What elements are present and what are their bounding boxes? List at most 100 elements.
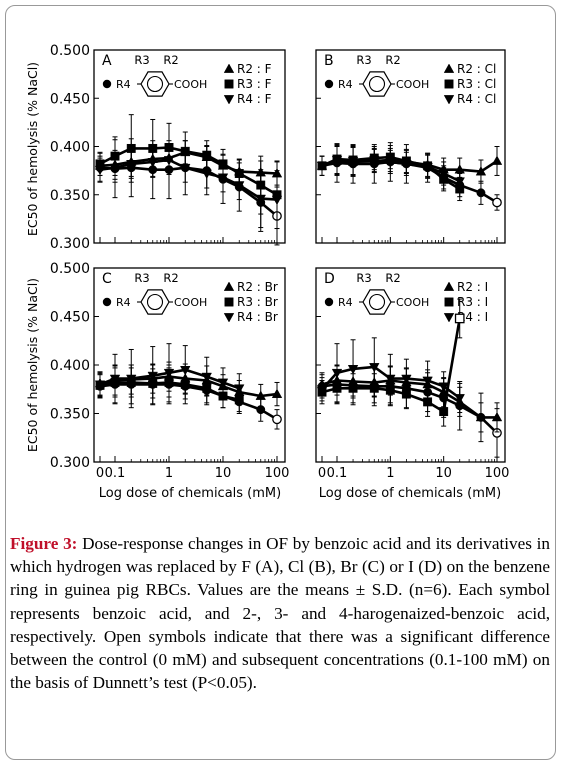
series-triangle-down xyxy=(316,145,465,194)
data-point xyxy=(217,173,229,183)
data-point xyxy=(109,374,121,385)
structure-r4-label: R4 xyxy=(338,78,353,91)
panel-label: A xyxy=(102,53,112,69)
data-point xyxy=(385,158,396,168)
legend-marker xyxy=(443,63,455,73)
data-point xyxy=(147,371,158,382)
data-point xyxy=(439,407,449,417)
legend-label: R3 : Br xyxy=(237,295,278,309)
data-point xyxy=(180,163,191,174)
data-point xyxy=(401,374,412,385)
x-tick-label: 0 xyxy=(96,466,104,481)
panel-label: C xyxy=(102,271,112,287)
data-point xyxy=(454,394,465,404)
benzene-ring-icon xyxy=(140,289,170,315)
y-tick-label: 0.400 xyxy=(50,358,90,374)
data-point xyxy=(331,156,343,166)
series-circle xyxy=(95,364,282,430)
data-point xyxy=(422,162,433,173)
data-point xyxy=(234,384,245,394)
structure-r2-label: R2 xyxy=(385,271,400,285)
panel-A: 0.300 0.350 0.400 0.450 0.500 A R3 R2 R4 COOH R2 :… xyxy=(50,43,286,252)
y-tick-label: 0.300 xyxy=(50,455,90,471)
y-tick-label: 0.300 xyxy=(50,236,90,252)
structure-cooh-label: COOH xyxy=(174,296,207,309)
y-axis-title: EC50 of hemolysis (% NaCl) xyxy=(25,62,40,236)
legend-marker xyxy=(443,95,455,105)
structure-r4-label: R4 xyxy=(116,296,131,309)
benzene-ring-icon xyxy=(362,71,392,97)
legend-label: R4 : F xyxy=(237,92,272,106)
legend-marker xyxy=(223,63,235,73)
structure-r3-label: R3 xyxy=(134,53,149,67)
data-point xyxy=(475,411,487,422)
data-point xyxy=(147,158,158,168)
data-point xyxy=(438,382,449,392)
y-axis-title: EC50 of hemolysis (% NaCl) xyxy=(25,278,40,452)
data-point xyxy=(316,385,328,395)
legend-marker xyxy=(224,79,234,89)
x-tick-label: 10 xyxy=(215,466,232,481)
legend-marker xyxy=(224,297,234,307)
series-circle xyxy=(317,142,502,211)
data-point xyxy=(438,169,449,180)
y-tick-label: 0.450 xyxy=(50,310,90,326)
x-tick-label: 0.1 xyxy=(327,466,348,481)
legend-marker xyxy=(223,95,235,105)
legend-benzoic-marker xyxy=(102,297,112,307)
data-point xyxy=(491,155,503,165)
x-tick-label: 0 xyxy=(318,466,326,481)
benzene-ring-icon xyxy=(362,289,392,315)
panel-label: B xyxy=(324,53,334,69)
data-point xyxy=(476,188,486,198)
structure-r4-label: R4 xyxy=(338,296,353,309)
legend-benzoic-marker xyxy=(324,79,334,89)
data-point xyxy=(94,380,106,390)
legend-marker xyxy=(223,281,235,291)
data-point xyxy=(202,150,212,160)
structure-r3-label: R3 xyxy=(134,271,149,285)
data-point xyxy=(347,365,359,375)
data-point xyxy=(491,411,503,422)
x-tick-label: 100 xyxy=(265,466,290,481)
data-point xyxy=(201,169,212,180)
data-point xyxy=(272,414,282,425)
data-point xyxy=(255,390,266,400)
structure-cooh-label: COOH xyxy=(396,296,429,309)
series-line xyxy=(321,160,498,204)
structure-r2-label: R2 xyxy=(163,271,178,285)
series-triangle-down xyxy=(94,145,283,230)
legend-marker xyxy=(444,79,454,89)
x-axis-title: Log dose of chemicals (mM) xyxy=(319,486,501,501)
y-tick-label: 0.500 xyxy=(50,261,90,277)
data-point xyxy=(347,157,359,167)
legend-label: R4 : I xyxy=(457,310,488,324)
panel-D: 0 0.1 1 10 100 D R3 R2 R4 COOH R2 : IR3 : IR4 : I xyxy=(315,267,509,481)
data-point xyxy=(271,388,283,398)
data-point xyxy=(492,197,502,208)
benzene-ring-icon xyxy=(146,293,164,311)
data-point xyxy=(331,368,343,379)
legend-marker xyxy=(223,313,235,323)
data-point xyxy=(422,376,433,387)
legend-benzoic-marker xyxy=(102,79,112,89)
data-point xyxy=(255,194,266,205)
structure-r3-label: R3 xyxy=(356,271,371,285)
data-point xyxy=(401,160,412,170)
x-tick-label: 1 xyxy=(165,466,173,481)
x-tick-label: 1 xyxy=(386,466,394,481)
panel-label: D xyxy=(324,271,335,287)
y-tick-label: 0.350 xyxy=(50,188,90,204)
structure-r3-label: R3 xyxy=(356,53,371,67)
structure-cooh-label: COOH xyxy=(174,78,207,91)
structure-r2-label: R2 xyxy=(163,53,178,67)
benzene-ring-icon xyxy=(368,75,386,93)
legend-label: R3 : I xyxy=(457,295,488,309)
benzene-ring-icon xyxy=(146,75,164,93)
legend-label: R3 : F xyxy=(237,77,272,91)
data-point xyxy=(94,165,106,176)
legend-marker xyxy=(444,297,454,307)
series-triangle-down xyxy=(316,337,465,414)
data-point xyxy=(369,156,380,166)
figure-caption: Figure 3: Dose-response changes in OF by… xyxy=(10,532,550,694)
